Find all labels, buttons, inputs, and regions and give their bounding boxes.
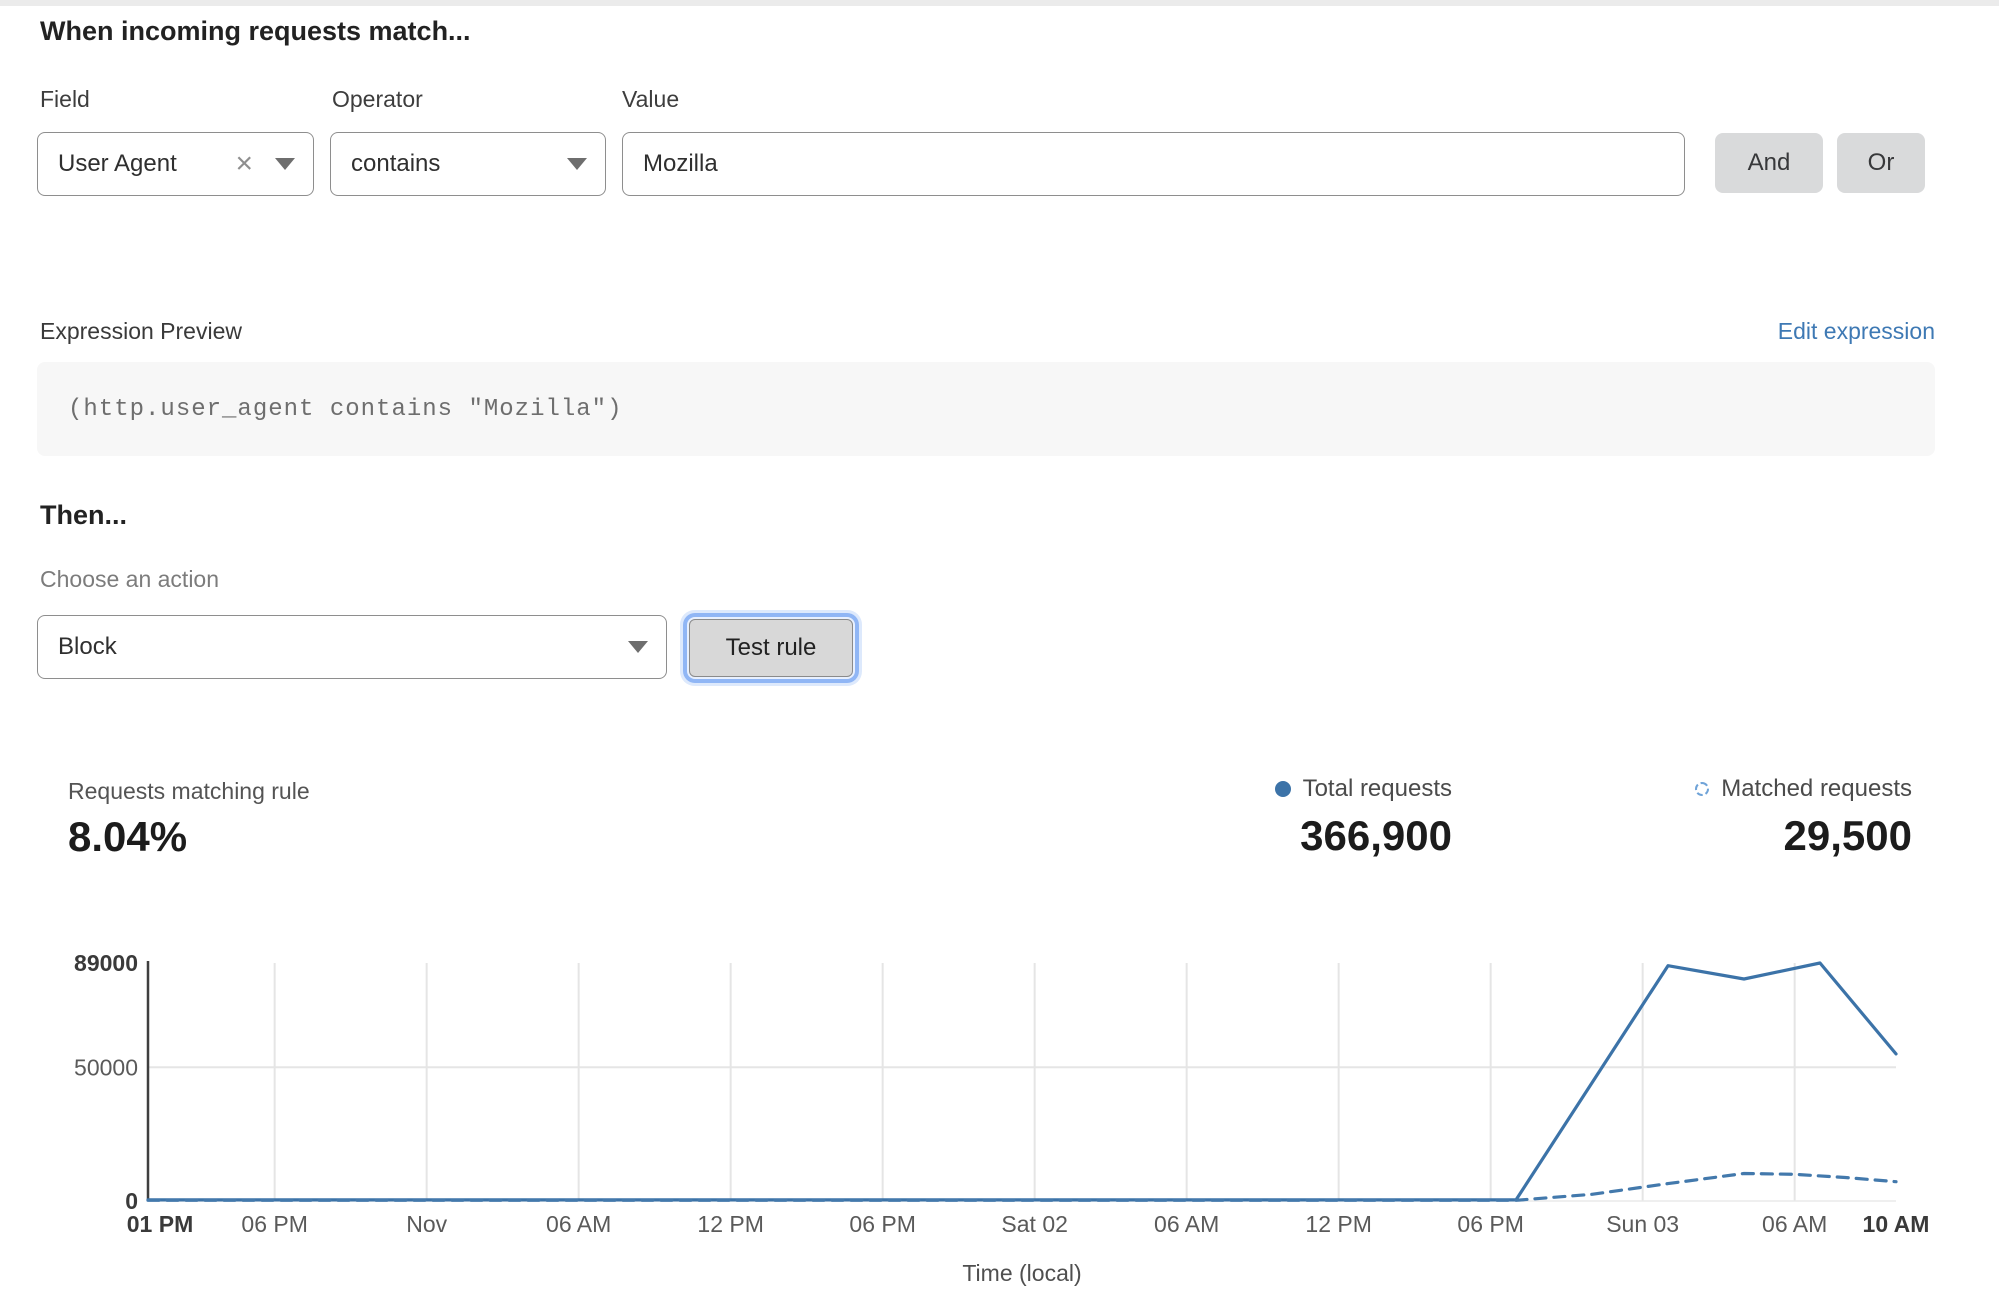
y-tick-label: 0 [125,1188,138,1214]
y-tick-label: 50000 [74,1054,138,1080]
matched-requests-value: 29,500 [1783,812,1912,859]
chevron-down-icon [628,641,648,653]
matched-requests-label: Matched requests [1721,775,1912,802]
edit-expression-link[interactable]: Edit expression [1777,318,1935,344]
x-tick-label: 12 PM [1305,1211,1371,1237]
and-button[interactable]: And [1715,133,1823,193]
x-tick-label: 06 AM [546,1211,611,1237]
then-heading: Then... [40,500,127,530]
x-tick-label: 06 AM [1154,1211,1219,1237]
operator-select-value: contains [351,150,441,177]
x-tick-label: Sun 03 [1606,1211,1679,1237]
field-select[interactable]: User Agent × [37,132,314,196]
value-input[interactable] [622,132,1685,196]
expression-preview-label: Expression Preview [40,318,242,344]
top-border-strip [0,0,1999,6]
x-tick-label: 06 PM [241,1211,307,1237]
clear-icon[interactable]: × [235,147,253,180]
requests-matching-stat: Requests matching rule 8.04% [68,778,310,861]
field-label: Field [40,86,90,112]
x-tick-label: 06 PM [849,1211,915,1237]
operator-select[interactable]: contains [330,132,606,196]
total-requests-legend: Total requests 366,900 [1190,774,1452,860]
x-tick-label: Sat 02 [1001,1211,1068,1237]
action-select[interactable]: Block [37,615,667,679]
matched-requests-legend: Matched requests 29,500 [1650,774,1912,860]
expression-code-box: (http.user_agent contains "Mozilla") [37,362,1935,456]
series-matched-requests [146,1171,1898,1202]
expression-code: (http.user_agent contains "Mozilla") [68,395,623,423]
chevron-down-icon [275,158,295,170]
match-heading: When incoming requests match... [40,16,471,46]
x-tick-label: 12 PM [697,1211,763,1237]
solid-dot-icon [1274,781,1291,797]
operator-label: Operator [332,86,423,112]
dashed-circle-icon [1695,782,1710,796]
total-requests-label: Total requests [1302,775,1452,802]
choose-action-label: Choose an action [40,566,220,592]
requests-chart: 01 PM 06 PM Nov 06 AM 12 PM 06 PM Sat 02 06 AM 1… [74,950,1930,1286]
requests-matching-label: Requests matching rule [68,778,310,804]
total-requests-value: 366,900 [1300,812,1452,859]
x-tick-label: 10 AM [1863,1211,1930,1237]
series-total-requests [146,961,1898,1202]
chevron-down-icon [567,158,587,170]
x-axis-title: Time (local) [962,1260,1081,1286]
action-select-value: Block [58,633,117,660]
x-tick-label: 06 PM [1457,1211,1523,1237]
field-select-value: User Agent [58,150,177,177]
test-rule-button[interactable]: Test rule [689,619,853,677]
x-tick-label: 06 AM [1762,1211,1827,1237]
x-tick-label: 01 PM [127,1211,193,1237]
x-tick-label: Nov [406,1211,447,1237]
or-button[interactable]: Or [1837,133,1925,193]
requests-matching-value: 8.04% [68,813,188,860]
y-tick-label: 89000 [74,950,138,976]
value-label: Value [622,86,680,112]
